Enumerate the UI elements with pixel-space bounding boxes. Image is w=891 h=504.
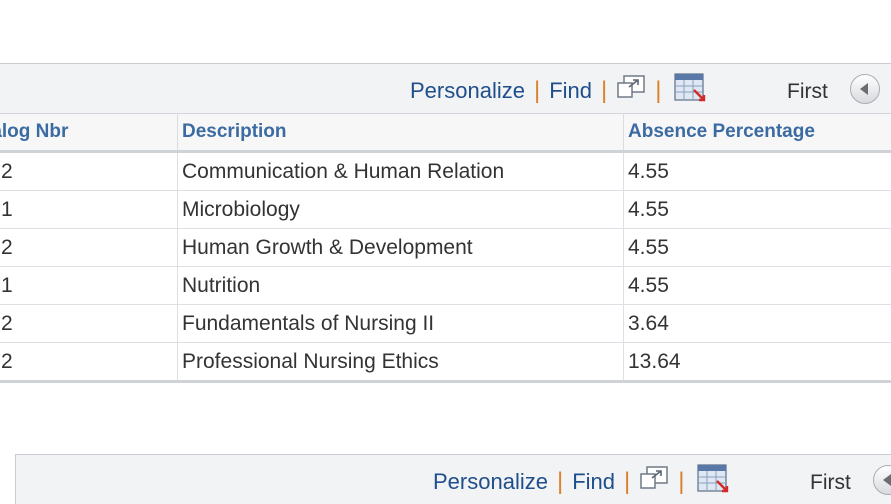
toolbar-separator: | <box>678 470 684 494</box>
cell-description: Communication & Human Relation <box>178 152 624 191</box>
download-spreadsheet-icon[interactable] <box>697 464 729 500</box>
table-row: 2 Professional Nursing Ethics 13.64 <box>0 343 891 382</box>
grid-section-top: Personalize | Find | | <box>0 63 891 383</box>
table-header-row: talog Nbr Description Absence Percentage <box>0 114 891 152</box>
cell-absence: 3.64 <box>624 305 891 343</box>
cell-catalog: 2 <box>0 152 178 191</box>
toolbar-links: Personalize | Find | | <box>433 467 729 497</box>
chevron-left-icon[interactable] <box>850 74 880 104</box>
toolbar-separator: | <box>624 470 630 494</box>
personalize-link[interactable]: Personalize <box>410 78 525 104</box>
cell-description: Human Growth & Development <box>178 229 624 267</box>
grid-section-bottom: Personalize | Find | | <box>15 454 891 504</box>
find-link[interactable]: Find <box>572 469 615 495</box>
first-page-label: First <box>810 471 851 495</box>
table-row: 1 Nutrition 4.55 <box>0 267 891 305</box>
table-row: 2 Fundamentals of Nursing II 3.64 <box>0 305 891 343</box>
cell-absence: 13.64 <box>624 343 891 382</box>
cell-absence: 4.55 <box>624 229 891 267</box>
cell-absence: 4.55 <box>624 191 891 229</box>
toolbar-links: Personalize | Find | | <box>410 76 706 106</box>
table-row: 2 Communication & Human Relation 4.55 <box>0 152 891 191</box>
cell-catalog: 2 <box>0 343 178 382</box>
cell-description: Nutrition <box>178 267 624 305</box>
column-header-absence[interactable]: Absence Percentage <box>624 114 891 152</box>
cell-absence: 4.55 <box>624 267 891 305</box>
column-header-catalog[interactable]: talog Nbr <box>0 114 178 152</box>
cell-catalog: 2 <box>0 305 178 343</box>
first-page-label: First <box>787 80 828 104</box>
cell-absence: 4.55 <box>624 152 891 191</box>
cell-catalog: 1 <box>0 267 178 305</box>
cell-description: Microbiology <box>178 191 624 229</box>
grid-toolbar: Personalize | Find | | <box>0 63 891 113</box>
download-spreadsheet-icon[interactable] <box>674 73 706 109</box>
table-row: 1 Microbiology 4.55 <box>0 191 891 229</box>
toolbar-separator: | <box>601 79 607 103</box>
personalize-link[interactable]: Personalize <box>433 469 548 495</box>
chevron-left-icon[interactable] <box>873 465 891 495</box>
new-window-icon[interactable] <box>616 75 646 107</box>
new-window-icon[interactable] <box>639 466 669 498</box>
find-link[interactable]: Find <box>549 78 592 104</box>
cell-catalog: 2 <box>0 229 178 267</box>
cell-description: Professional Nursing Ethics <box>178 343 624 382</box>
toolbar-separator: | <box>534 79 540 103</box>
grid-toolbar: Personalize | Find | | <box>15 454 891 504</box>
toolbar-separator: | <box>557 470 563 494</box>
cell-description: Fundamentals of Nursing II <box>178 305 624 343</box>
table-row: 2 Human Growth & Development 4.55 <box>0 229 891 267</box>
data-table: talog Nbr Description Absence Percentage… <box>0 113 891 383</box>
column-header-description[interactable]: Description <box>178 114 624 152</box>
toolbar-separator: | <box>655 79 661 103</box>
cell-catalog: 1 <box>0 191 178 229</box>
